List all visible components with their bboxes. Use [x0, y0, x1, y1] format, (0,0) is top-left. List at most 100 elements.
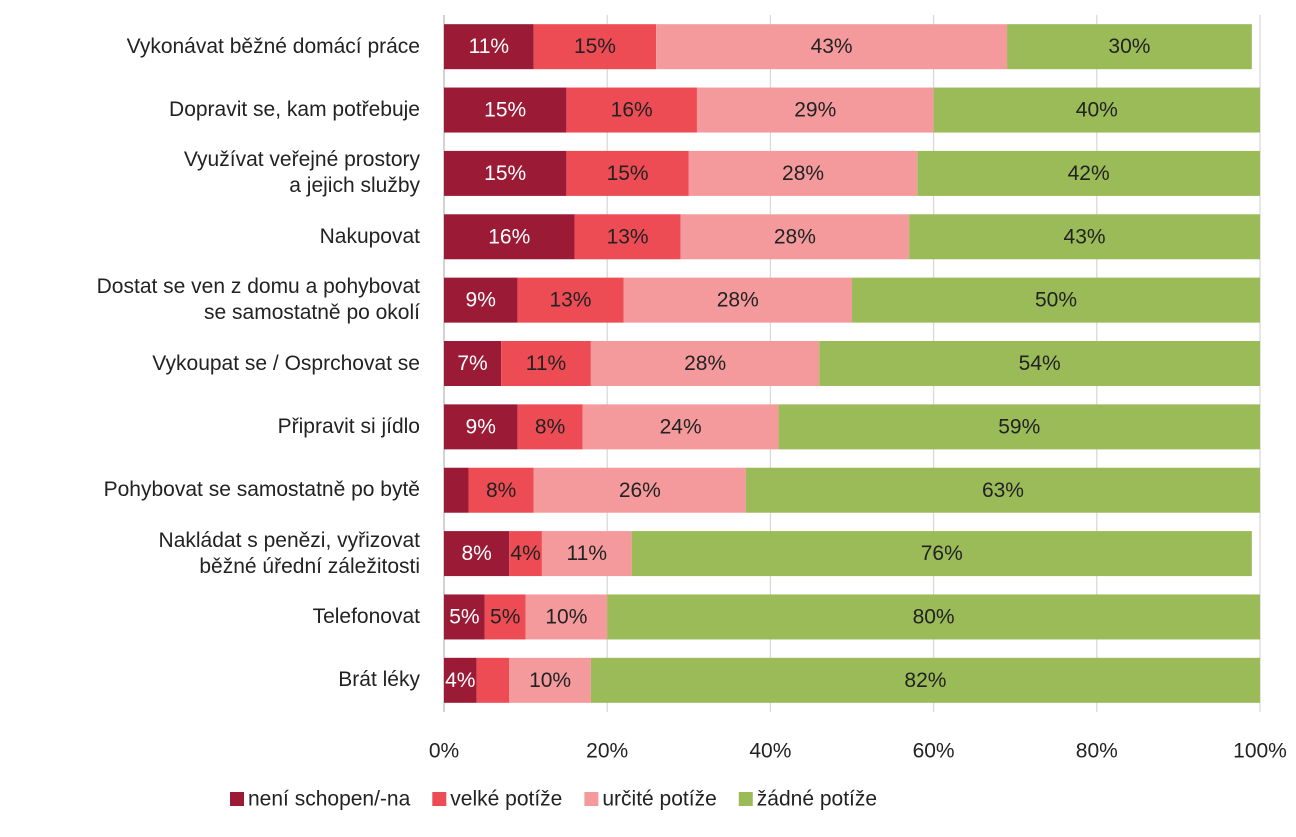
data-label: 5% — [449, 606, 479, 629]
data-label: 28% — [717, 289, 759, 312]
bar-segment — [444, 467, 469, 513]
data-label: 30% — [1108, 35, 1150, 58]
data-label: 43% — [811, 35, 853, 58]
data-label: 13% — [549, 289, 591, 312]
bar-segment — [688, 150, 918, 196]
x-tick-label: 40% — [749, 740, 791, 763]
data-label: 7% — [457, 352, 487, 375]
y-tick-label: Vykoupat se / Osprchovat se — [152, 351, 420, 375]
bar-segment — [745, 467, 1260, 513]
bar-segment — [525, 594, 608, 640]
data-label: 9% — [466, 415, 496, 438]
data-label: 10% — [545, 606, 587, 629]
y-tick-label: Dopravit se, kam potřebuje — [169, 98, 420, 122]
y-tick-label: Připravit si jídlo — [277, 414, 420, 438]
data-label: 8% — [535, 415, 565, 438]
y-tick-label: Nakládat s penězi, vyřizovat běžné úředn… — [158, 528, 420, 578]
data-label: 9% — [466, 289, 496, 312]
bar-segment — [476, 657, 510, 703]
data-label: 15% — [607, 162, 649, 185]
bar-segment — [696, 87, 934, 133]
data-label: 4% — [445, 669, 475, 692]
bar-segment — [444, 214, 575, 260]
data-label: 54% — [1019, 352, 1061, 375]
data-label: 28% — [782, 162, 824, 185]
bar-segment — [444, 150, 567, 196]
x-tick-label: 80% — [1076, 740, 1118, 763]
y-tick-label: Telefonovat — [312, 604, 420, 628]
bar-segment — [509, 531, 542, 577]
data-label: 50% — [1035, 289, 1077, 312]
bar-segment — [517, 404, 583, 450]
x-tick-label: 20% — [586, 740, 628, 763]
legend-label: určité potíže — [602, 788, 716, 811]
bar-segment — [778, 404, 1260, 450]
bar-segment — [1007, 24, 1252, 70]
bar-segment — [444, 404, 518, 450]
data-label: 42% — [1068, 162, 1110, 185]
bar-segment — [444, 594, 485, 640]
bar-segment — [541, 531, 632, 577]
data-label: 82% — [904, 669, 946, 692]
bar-segment — [917, 150, 1260, 196]
data-label: 43% — [1064, 225, 1106, 248]
bar-segment — [533, 467, 746, 513]
bar-segment — [607, 594, 1260, 640]
data-label: 10% — [529, 669, 571, 692]
y-tick-label: Nakupovat — [319, 224, 420, 248]
legend-label: velké potíže — [450, 788, 562, 811]
bar-segment — [444, 24, 534, 70]
bar-segment — [819, 341, 1260, 386]
bar-segment — [444, 341, 502, 386]
data-label: 8% — [461, 542, 491, 565]
bar-segment — [533, 24, 657, 70]
bar-segment — [680, 214, 910, 260]
data-label: 59% — [998, 415, 1040, 438]
data-label: 15% — [484, 162, 526, 185]
y-tick-label: Využívat veřejné prostory a jejich služb… — [183, 148, 420, 198]
legend-swatch — [432, 792, 447, 806]
data-label: 76% — [921, 542, 963, 565]
bar-segment — [590, 341, 820, 386]
legend-label: není schopen/-na — [248, 788, 411, 811]
bar-segment — [566, 150, 689, 196]
data-label: 16% — [611, 99, 653, 122]
data-label: 8% — [486, 479, 516, 502]
data-label: 26% — [619, 479, 661, 502]
data-label: 11% — [526, 352, 566, 375]
bar-segment — [909, 214, 1260, 260]
bar-segment — [590, 657, 1260, 703]
y-tick-label: Brát léky — [338, 668, 420, 692]
y-tick-label: Pohybovat se samostatně po bytě — [103, 478, 420, 502]
bar-segment — [656, 24, 1008, 70]
x-tick-label: 100% — [1233, 740, 1287, 763]
bar-segment — [444, 87, 567, 133]
x-tick-label: 60% — [913, 740, 955, 763]
bar-segment — [444, 531, 510, 577]
data-label: 40% — [1076, 99, 1118, 122]
bar-segment — [501, 341, 591, 386]
legend-swatch — [738, 792, 753, 806]
legend-label: žádné potíže — [757, 788, 877, 811]
bar-segment — [574, 214, 681, 260]
bar-segment — [444, 657, 477, 703]
data-label: 4% — [510, 542, 540, 565]
x-tick-label: 0% — [429, 740, 459, 763]
data-label: 15% — [484, 99, 526, 122]
bar-segment — [444, 277, 518, 323]
bar-segment — [484, 594, 526, 640]
legend-swatch — [230, 792, 244, 806]
bar-segment — [468, 467, 534, 513]
data-label: 13% — [607, 225, 649, 248]
bar-segment — [933, 87, 1260, 133]
y-tick-label: Dostat se ven z domu a pohybovat se samo… — [96, 275, 420, 325]
data-label: 80% — [913, 606, 955, 629]
data-label: 24% — [660, 415, 702, 438]
data-label: 16% — [488, 225, 530, 248]
data-label: 15% — [574, 35, 616, 58]
bar-segment — [509, 657, 591, 703]
bar-segment — [566, 87, 697, 133]
bar-segment — [631, 531, 1252, 577]
data-label: 29% — [794, 99, 836, 122]
